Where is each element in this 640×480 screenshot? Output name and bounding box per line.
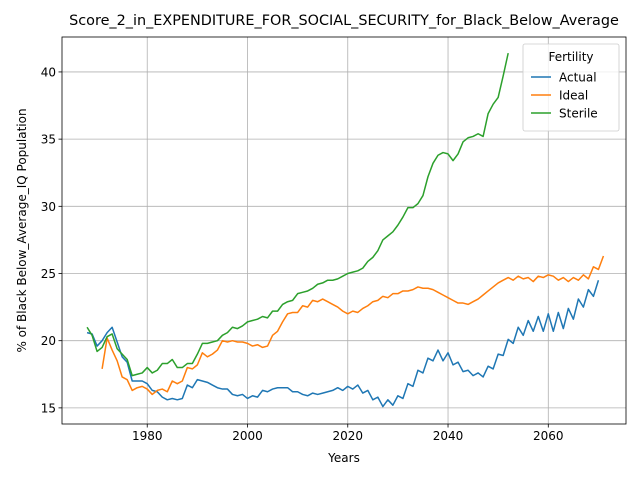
series-line-actual	[86, 279, 600, 408]
y-tick-label: 25	[41, 267, 56, 281]
series-layer	[86, 52, 605, 408]
x-tick-label: 2060	[533, 429, 564, 443]
plot-area-frame	[61, 36, 627, 425]
x-tick-label: 2040	[433, 429, 464, 443]
y-tick-label: 30	[41, 200, 56, 214]
legend-label-sterile: Sterile	[559, 107, 598, 121]
legend-label-actual: Actual	[559, 71, 597, 85]
x-axis-label: Years	[327, 451, 360, 465]
y-tick-label: 20	[41, 334, 56, 348]
series-line-sterile	[86, 52, 509, 377]
x-tick-label: 1980	[132, 429, 163, 443]
x-tick-label: 2020	[332, 429, 363, 443]
y-tick-label: 40	[41, 65, 56, 79]
y-tick-label: 15	[41, 401, 56, 415]
legend: Fertility Actual Ideal Sterile	[522, 43, 620, 132]
y-axis-label: % of Black Below_Average_IQ Population	[15, 108, 29, 352]
legend-title: Fertility	[548, 50, 593, 64]
legend-box	[522, 43, 620, 132]
axis-ticks: 1980 2000 2020 2040 2060 15 20 25 30 35 40	[41, 65, 564, 443]
chart-title: Score_2_in_EXPENDITURE_FOR_SOCIAL_SECURI…	[69, 13, 619, 29]
legend-label-ideal: Ideal	[559, 89, 588, 103]
series-line-ideal	[101, 255, 605, 396]
y-tick-label: 35	[41, 133, 56, 147]
x-tick-label: 2000	[232, 429, 263, 443]
